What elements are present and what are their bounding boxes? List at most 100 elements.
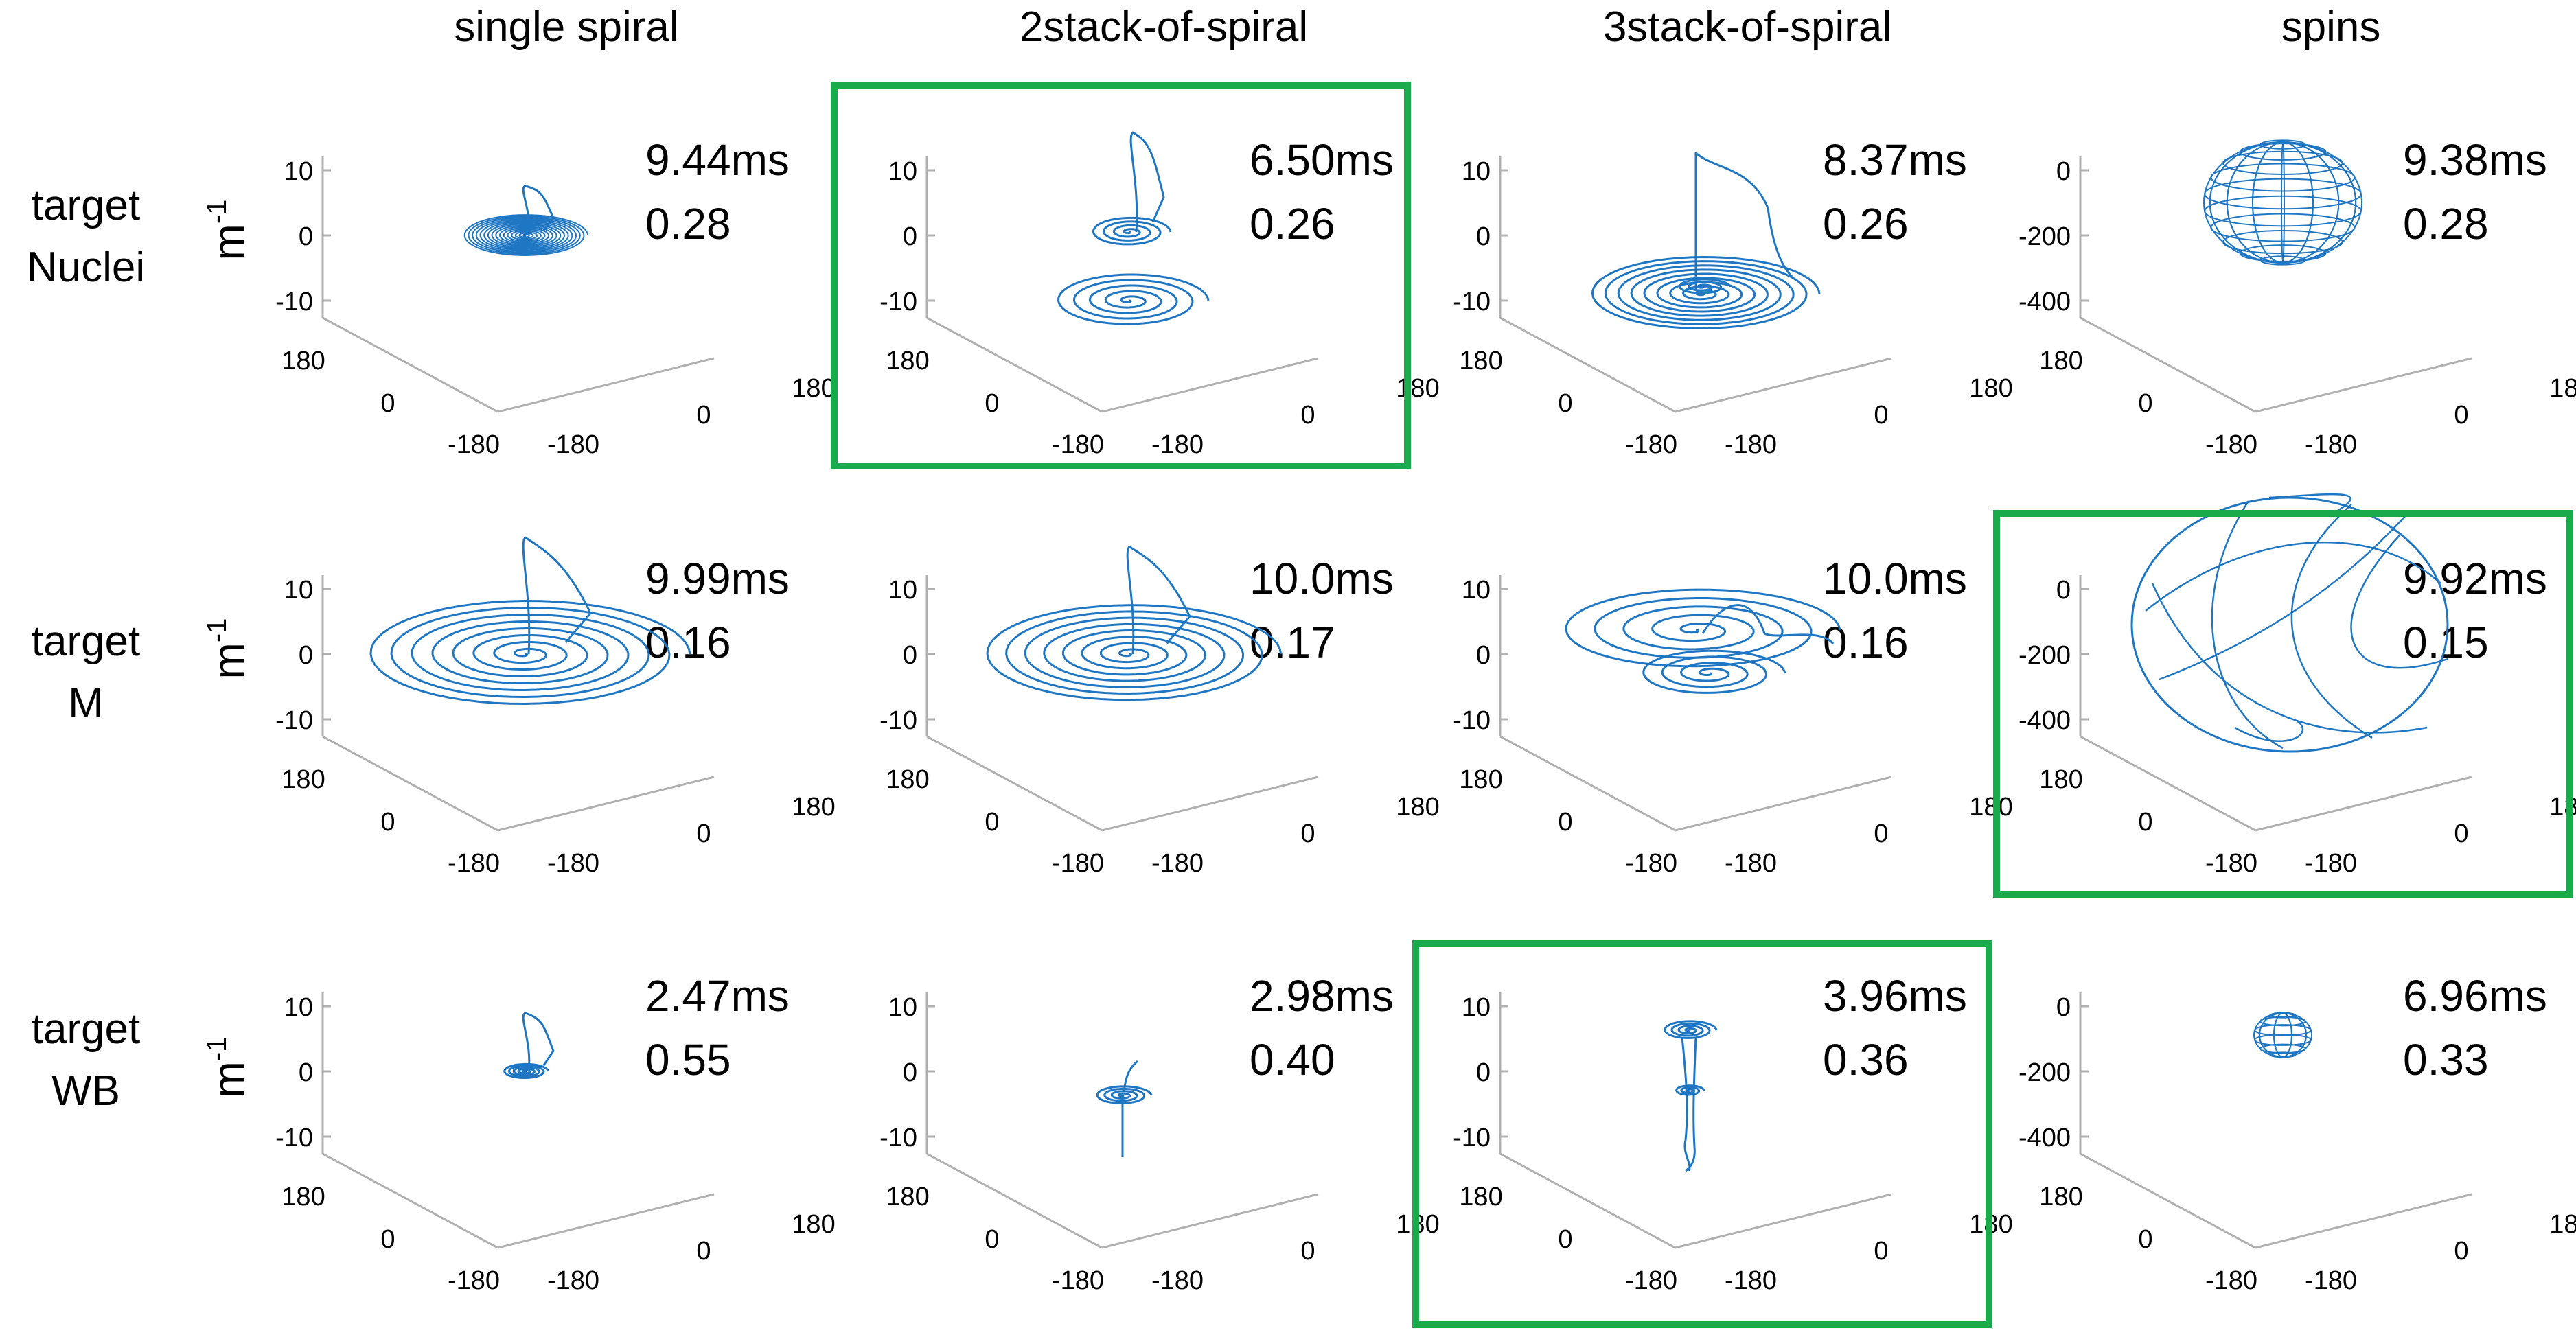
x-tick-label: -180 (2205, 430, 2257, 459)
x-axis-line (926, 735, 1103, 832)
x-axis-line (322, 735, 498, 832)
y-axis-line (1101, 776, 1319, 832)
x-tick-label: 0 (985, 808, 999, 837)
y-tick-label: -180 (1151, 849, 1204, 878)
x-tick-label: -180 (1625, 849, 1677, 878)
trajectory-stem (1121, 1060, 1138, 1157)
x-tick-label: 180 (281, 347, 325, 375)
x-tick-label: 180 (2039, 347, 2082, 375)
y-axis-line (1675, 776, 1892, 832)
zlabel-row-2: m-1 (202, 618, 253, 679)
row-label-m-line2: M (68, 679, 104, 727)
column-title-spins: spins (2281, 3, 2381, 51)
trajectory-tail (522, 1012, 555, 1072)
x-tick-label: -180 (1052, 430, 1104, 459)
z-tick-label: -400 (2019, 1124, 2071, 1152)
stat-time: 9.44ms (645, 135, 790, 185)
z-tick-label: 10 (1462, 576, 1491, 605)
z-tick-label: -200 (2019, 1058, 2071, 1087)
x-axis-line (322, 316, 498, 413)
svg-text:m-1: m-1 (202, 618, 253, 679)
y-tick-label: -180 (2305, 1266, 2357, 1295)
y-tick-label: 0 (1300, 819, 1315, 848)
z-tick-label: -10 (275, 288, 313, 316)
y-tick-label: 180 (792, 1210, 835, 1239)
sphere-meridian (2259, 1012, 2307, 1058)
column-title-2stack: 2stack-of-spiral (1020, 3, 1308, 51)
trajectory-stem (1681, 1036, 1697, 1172)
x-tick-label: 0 (2138, 1225, 2152, 1254)
spins-trajectory (2290, 504, 2373, 739)
z-tick-label: 0 (2056, 576, 2071, 605)
y-axis-line (497, 1193, 715, 1249)
z-tick-label: -200 (2019, 222, 2071, 251)
y-axis-line (2255, 776, 2472, 832)
z-tick-label: 0 (299, 1058, 313, 1087)
svg-text:m-1: m-1 (202, 1037, 253, 1098)
spiral-trajectory (369, 600, 691, 705)
y-axis-line (1101, 1193, 1319, 1249)
spiral-upper (1664, 1020, 1718, 1039)
y-axis-line (1101, 357, 1319, 413)
y-tick-label: 180 (1969, 374, 2012, 403)
panel-r2-c1: 10 0 -10 180 0 -180 -180 0 180 9.99ms 0.16 (275, 536, 836, 878)
x-axis-line (926, 316, 1103, 413)
trajectory-tail (1694, 152, 1793, 290)
stat-value: 0.55 (645, 1035, 731, 1084)
z-tick-label: -10 (275, 1124, 313, 1152)
y-axis-line (2255, 1193, 2472, 1249)
x-tick-label: 180 (1459, 765, 1502, 794)
y-tick-label: -180 (1151, 430, 1204, 459)
x-tick-label: 0 (985, 1225, 999, 1254)
column-title-single-spiral: single spiral (454, 3, 678, 51)
x-tick-label: 0 (1558, 389, 1572, 418)
z-tick-label: -200 (2019, 641, 2071, 670)
y-tick-label: 180 (792, 374, 835, 403)
row-label-nuclei-line2: Nuclei (27, 244, 145, 291)
spins-trajectory (2350, 535, 2448, 669)
z-tick-label: 0 (1476, 641, 1491, 670)
stat-time: 2.98ms (1250, 971, 1394, 1021)
svg-text:m-1: m-1 (202, 200, 253, 261)
y-axis-line (497, 776, 715, 832)
z-tick-label: 10 (284, 993, 313, 1022)
y-tick-label: 180 (1396, 793, 1439, 822)
panel-r1-c1: 10 0 -10 180 0 -180 -180 0 180 9.44ms 0.28 (275, 135, 836, 459)
zlabel-row-3: m-1 (202, 1037, 253, 1098)
z-tick-label: 10 (888, 157, 917, 186)
x-axis-line (322, 1152, 498, 1249)
y-tick-label: -180 (547, 1266, 599, 1295)
spiral-upper (1565, 588, 1841, 668)
x-tick-label: -180 (448, 849, 500, 878)
x-axis-line (2080, 1152, 2256, 1249)
z-tick-label: 0 (903, 1058, 917, 1087)
y-tick-label: 0 (2454, 401, 2468, 430)
stat-value: 0.33 (2403, 1035, 2489, 1084)
y-tick-label: 0 (2454, 1237, 2468, 1266)
z-tick-label: 10 (1462, 157, 1491, 186)
highlight-box (1412, 940, 1992, 1328)
y-tick-label: -180 (1725, 849, 1777, 878)
x-tick-label: 0 (380, 808, 395, 837)
stat-time: 10.0ms (1250, 554, 1394, 603)
stat-value: 0.26 (1250, 199, 1335, 248)
x-tick-label: 0 (1558, 808, 1572, 837)
x-tick-label: 180 (281, 765, 325, 794)
highlight-box (831, 82, 1411, 469)
y-tick-label: 180 (792, 793, 835, 822)
x-tick-label: 0 (2138, 808, 2152, 837)
y-tick-label: -180 (547, 430, 599, 459)
spiral-base (1591, 256, 1821, 329)
x-tick-label: -180 (1052, 1266, 1104, 1295)
stat-time: 8.37ms (1823, 135, 1967, 185)
spiral-center (1679, 278, 1732, 294)
stat-time: 6.50ms (1250, 135, 1394, 185)
stat-value: 0.16 (1823, 618, 1909, 667)
z-tick-label: 0 (299, 641, 313, 670)
y-tick-label: 180 (2549, 1210, 2576, 1239)
z-tick-label: 10 (888, 576, 917, 605)
x-tick-label: 180 (886, 347, 929, 375)
stat-time: 9.99ms (645, 554, 790, 603)
